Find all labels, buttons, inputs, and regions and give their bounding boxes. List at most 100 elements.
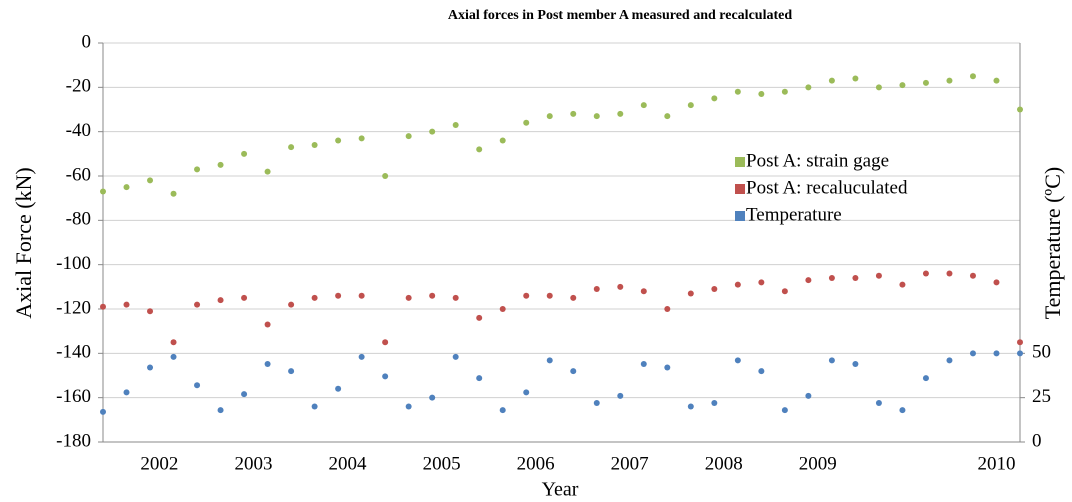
legend-label: Post A: recaluculated bbox=[746, 177, 908, 198]
point bbox=[711, 95, 718, 102]
point bbox=[664, 306, 671, 312]
point bbox=[969, 350, 976, 357]
point bbox=[499, 407, 506, 414]
y-tick-label: -140 bbox=[56, 342, 91, 363]
legend-label: Post A: strain gage bbox=[746, 150, 889, 171]
point bbox=[946, 77, 953, 84]
series bbox=[100, 270, 1023, 346]
point bbox=[781, 407, 788, 414]
point bbox=[311, 403, 318, 410]
point bbox=[852, 360, 859, 367]
point bbox=[382, 373, 389, 380]
point bbox=[217, 161, 224, 168]
point bbox=[1017, 350, 1023, 357]
point bbox=[264, 321, 271, 328]
point bbox=[476, 314, 483, 321]
point bbox=[805, 84, 812, 91]
point bbox=[452, 294, 459, 301]
point bbox=[993, 77, 1000, 84]
point bbox=[828, 274, 835, 281]
point bbox=[734, 357, 741, 364]
point bbox=[899, 281, 906, 288]
point bbox=[264, 168, 271, 175]
y-tick-label: -80 bbox=[66, 209, 91, 230]
point bbox=[170, 339, 177, 346]
point bbox=[922, 375, 929, 382]
point bbox=[147, 177, 154, 184]
point bbox=[922, 79, 929, 86]
point bbox=[546, 357, 553, 364]
point bbox=[687, 102, 694, 109]
x-tick-label: 2004 bbox=[329, 453, 368, 474]
point bbox=[687, 403, 694, 410]
point bbox=[405, 133, 412, 140]
point bbox=[781, 288, 788, 295]
point bbox=[358, 292, 365, 299]
point bbox=[429, 128, 436, 135]
point bbox=[123, 301, 130, 308]
point bbox=[476, 146, 483, 153]
point bbox=[523, 292, 530, 299]
point bbox=[828, 77, 835, 84]
point bbox=[640, 102, 647, 109]
point bbox=[687, 290, 694, 297]
point bbox=[100, 408, 106, 415]
point bbox=[617, 110, 624, 117]
x-axis-label: Year bbox=[542, 479, 579, 501]
point bbox=[217, 407, 224, 414]
point bbox=[382, 173, 389, 179]
point bbox=[758, 368, 765, 375]
legend-label: Temperature bbox=[746, 204, 842, 225]
point bbox=[194, 166, 201, 173]
point bbox=[805, 392, 812, 399]
point bbox=[358, 353, 365, 360]
y-tick-label: -120 bbox=[56, 297, 91, 318]
x-tick-label: 2010 bbox=[977, 453, 1015, 474]
point bbox=[100, 303, 106, 310]
point bbox=[875, 399, 882, 406]
point bbox=[640, 288, 647, 295]
point bbox=[993, 279, 1000, 286]
point bbox=[335, 385, 342, 392]
y-tick-label: 0 bbox=[82, 31, 92, 52]
point bbox=[264, 360, 271, 367]
point bbox=[288, 368, 295, 375]
point bbox=[875, 84, 882, 91]
series bbox=[100, 350, 1023, 415]
point bbox=[570, 368, 577, 375]
point bbox=[499, 137, 506, 144]
point bbox=[969, 73, 976, 80]
point bbox=[311, 294, 318, 301]
point bbox=[570, 294, 577, 301]
y-tick-label: -60 bbox=[66, 164, 91, 185]
point bbox=[546, 113, 553, 120]
point bbox=[993, 350, 1000, 357]
point bbox=[593, 113, 600, 120]
y-tick-label: -100 bbox=[56, 253, 91, 274]
x-tick-label: 2006 bbox=[517, 453, 555, 474]
y-tick-label: -180 bbox=[56, 430, 91, 451]
point bbox=[899, 82, 906, 89]
point bbox=[969, 272, 976, 279]
y-tick-label: -40 bbox=[66, 120, 91, 141]
point bbox=[147, 308, 154, 315]
point bbox=[852, 274, 859, 281]
point bbox=[828, 357, 835, 364]
point bbox=[734, 88, 741, 95]
y-tick-label: -160 bbox=[56, 386, 91, 407]
point bbox=[288, 301, 295, 308]
point bbox=[946, 270, 953, 277]
point bbox=[194, 382, 201, 389]
point bbox=[241, 294, 248, 301]
point bbox=[617, 283, 624, 290]
point bbox=[170, 353, 177, 360]
chart-title: Axial forces in Post member A measured a… bbox=[448, 8, 792, 23]
point bbox=[593, 399, 600, 406]
point bbox=[170, 190, 177, 197]
point bbox=[734, 281, 741, 288]
point bbox=[217, 297, 224, 304]
y2-tick-label: 0 bbox=[1032, 430, 1042, 451]
point bbox=[664, 113, 671, 120]
point bbox=[241, 391, 248, 398]
